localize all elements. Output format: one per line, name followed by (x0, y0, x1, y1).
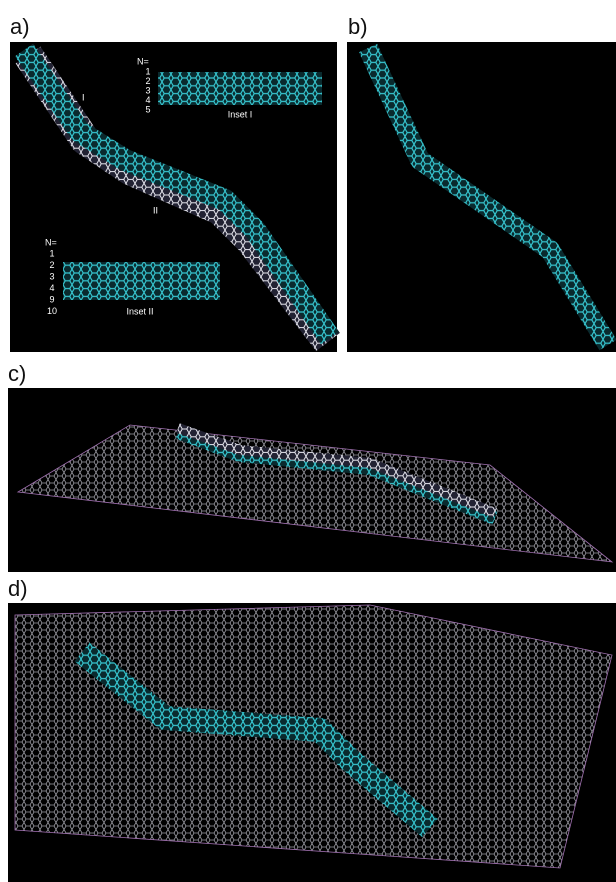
panel-label: a) (10, 14, 30, 39)
row-label: 4 (145, 95, 150, 105)
row-label: 1 (145, 66, 150, 76)
row-label: 3 (145, 85, 150, 95)
row-label: 2 (49, 260, 54, 270)
row-label: 5 (145, 104, 150, 114)
inset-heading: N= (45, 237, 57, 247)
row-label: 10 (47, 306, 57, 316)
marker: II (153, 205, 158, 215)
row-label: 3 (49, 271, 54, 281)
row-label: 1 (49, 248, 54, 258)
panel-label: b) (348, 14, 368, 39)
row-label: 4 (49, 283, 54, 293)
page: N=12345Inset I N=1234910Inset II I II a)… (0, 0, 616, 882)
row-label: 9 (49, 294, 54, 304)
marker: I (82, 92, 85, 102)
inset-ribbon (158, 72, 322, 105)
panel-label: d) (8, 576, 28, 601)
inset-caption: Inset I (228, 109, 253, 119)
figure: N=12345Inset I N=1234910Inset II I II a)… (0, 0, 616, 882)
inset-heading: N= (137, 56, 149, 66)
panel-label: c) (8, 361, 26, 386)
row-label: 2 (145, 76, 150, 86)
inset-caption: Inset II (126, 306, 153, 316)
inset-ribbon (63, 262, 220, 300)
